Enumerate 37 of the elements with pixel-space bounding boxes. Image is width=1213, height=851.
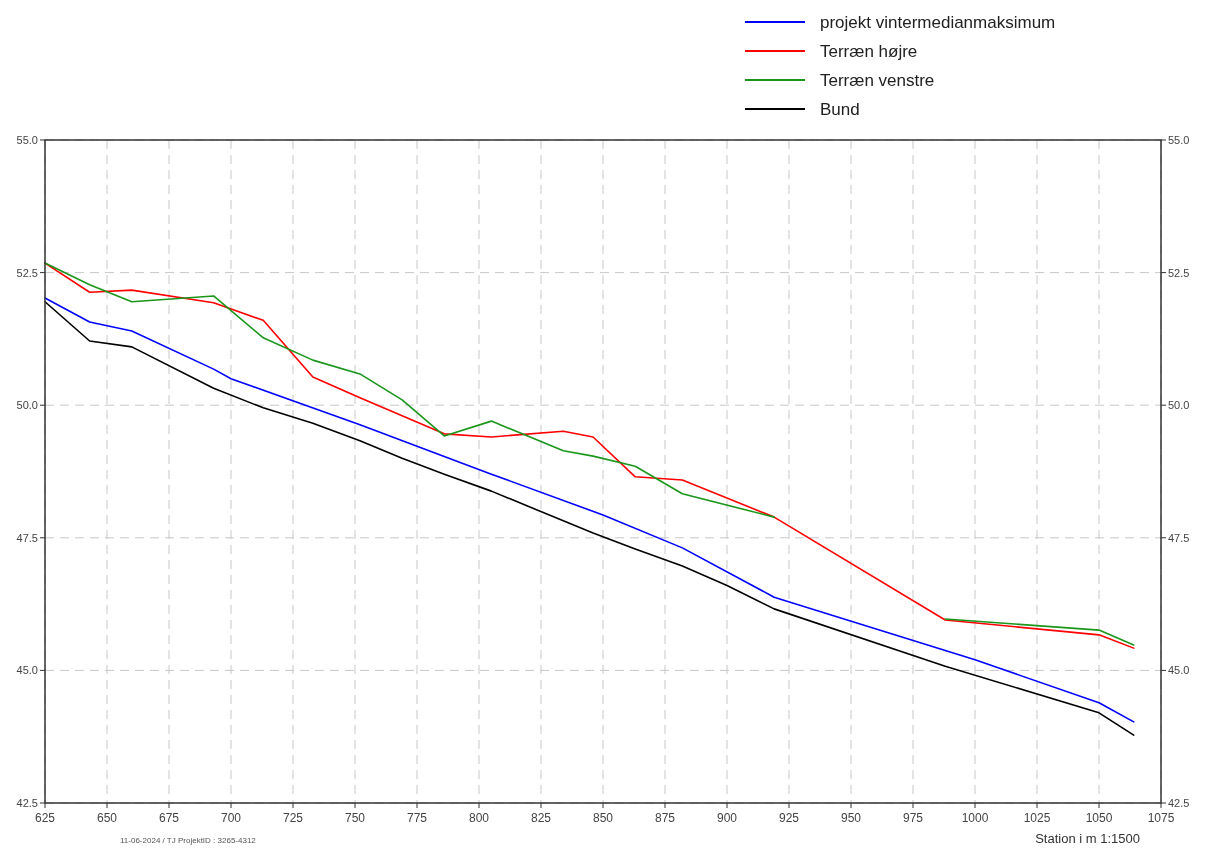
legend-label: projekt vintermedianmaksimum xyxy=(820,13,1056,32)
y-tick-label: 55.0 xyxy=(16,134,38,146)
x-tick-label: 925 xyxy=(778,811,800,825)
x-tick-label: 950 xyxy=(840,811,862,825)
x-axis-title: Station i m 1:1500 xyxy=(1035,831,1140,846)
y2-tick-label: 42.5 xyxy=(1168,797,1190,809)
x-tick-label: 825 xyxy=(530,811,552,825)
x-tick-label: 850 xyxy=(592,811,614,825)
y2-tick-label: 50.0 xyxy=(1168,399,1190,412)
legend-label: Terræn højre xyxy=(820,42,918,61)
x-tick-label: 975 xyxy=(902,811,924,825)
y-tick-label: 47.5 xyxy=(16,531,38,544)
x-tick-label: 725 xyxy=(282,811,304,825)
legend-label: Terræn venstre xyxy=(820,71,935,90)
x-tick-label: 1075 xyxy=(1147,811,1175,825)
legend-label: Bund xyxy=(820,100,860,119)
y2-tick-label: 47.5 xyxy=(1168,531,1190,544)
x-tick-label: 775 xyxy=(406,811,428,825)
x-tick-label: 750 xyxy=(344,811,366,825)
y-tick-label: 45.0 xyxy=(16,664,38,677)
x-tick-label: 875 xyxy=(654,811,676,825)
x-tick-label: 675 xyxy=(158,811,180,825)
y-tick-label: 52.5 xyxy=(16,266,38,279)
text: 11-06-2024 / TJ ProjektID : 3265-4312 xyxy=(120,836,257,845)
x-tick-label: 650 xyxy=(96,811,118,825)
y2-tick-label: 45.0 xyxy=(1168,664,1190,677)
x-tick-label: 900 xyxy=(716,811,738,825)
y2-tick-label: 52.5 xyxy=(1168,266,1190,279)
x-tick-label: 1000 xyxy=(961,811,989,825)
x-tick-label: 800 xyxy=(468,811,490,825)
y2-tick-label: 55.0 xyxy=(1168,134,1190,146)
x-tick-label: 700 xyxy=(220,811,242,825)
x-tick-label: 1050 xyxy=(1085,811,1113,825)
x-tick-label: 625 xyxy=(34,811,56,825)
x-tick-label: 1025 xyxy=(1023,811,1051,825)
y-tick-label: 42.5 xyxy=(16,797,38,809)
y-tick-label: 50.0 xyxy=(16,399,38,412)
